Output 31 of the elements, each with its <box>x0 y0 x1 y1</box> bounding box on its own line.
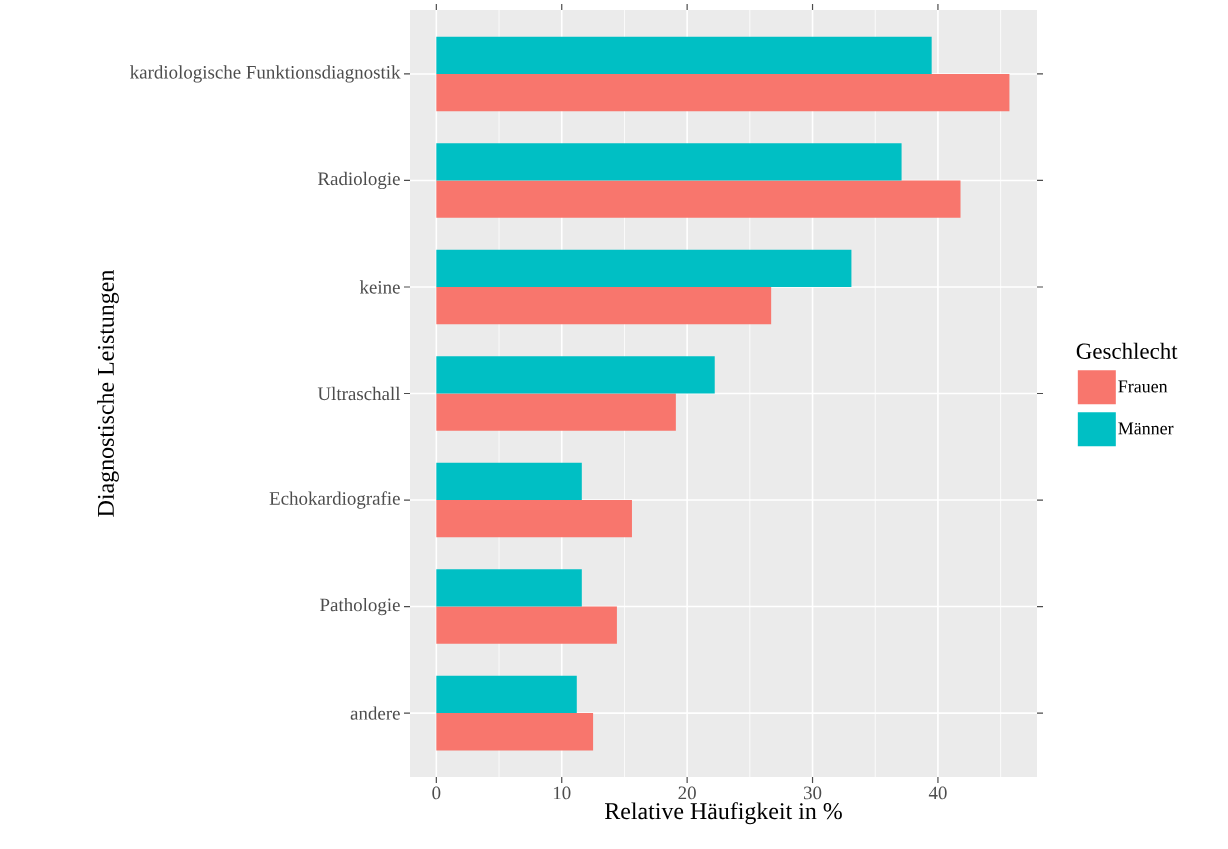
legend-label: Männer <box>1118 422 1174 435</box>
bar <box>436 462 582 501</box>
bar <box>436 180 961 218</box>
bar <box>436 36 932 74</box>
legend-title: Geschlecht <box>1076 342 1178 359</box>
y-tick-label: Echokardiografie <box>269 491 400 509</box>
bar <box>436 606 617 644</box>
bar <box>436 569 582 607</box>
bar <box>436 713 594 751</box>
x-axis-title: Relative Häufigkeit in % <box>605 802 842 825</box>
bar <box>436 675 577 714</box>
x-tick-label: 10 <box>553 786 571 800</box>
y-tick-label: andere <box>350 706 400 720</box>
bar <box>436 500 632 538</box>
y-tick-label: Radiologie <box>317 171 400 190</box>
x-tick-label: 40 <box>928 786 947 800</box>
bar <box>436 249 852 287</box>
x-tick-label: 30 <box>803 786 822 800</box>
y-tick-label: keine <box>359 280 400 294</box>
y-tick-label: Pathologie <box>320 597 400 616</box>
y-axis-title: Diagnostische Leistungen <box>97 270 119 517</box>
x-tick-label: 0 <box>432 786 441 800</box>
x-tick-label: 20 <box>678 786 696 800</box>
bar <box>436 143 902 181</box>
y-tick-label: Ultraschall <box>317 386 401 401</box>
bar <box>436 356 715 394</box>
y-tick-label: kardiologische Funktionsdiagnostik <box>130 65 401 83</box>
legend-label: Frauen <box>1118 380 1168 393</box>
bar <box>436 393 676 431</box>
bar <box>436 73 1010 112</box>
bar <box>436 286 772 325</box>
